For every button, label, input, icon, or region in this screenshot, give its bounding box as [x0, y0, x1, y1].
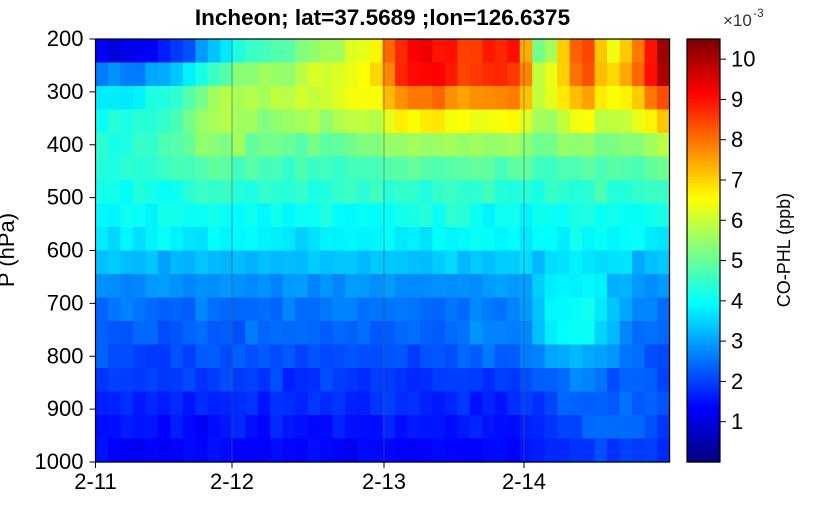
svg-text:1: 1 — [731, 409, 743, 434]
svg-text:2-11: 2-11 — [74, 469, 116, 494]
svg-text:900: 900 — [47, 396, 84, 421]
svg-text:700: 700 — [47, 290, 84, 315]
svg-text:7: 7 — [731, 168, 743, 193]
svg-text:600: 600 — [47, 238, 84, 263]
svg-text:×10: ×10 — [723, 11, 752, 30]
svg-text:Incheon; lat=37.5689 ;lon=126.: Incheon; lat=37.5689 ;lon=126.6375 — [195, 5, 570, 30]
svg-text:8: 8 — [731, 127, 743, 152]
svg-text:4: 4 — [731, 288, 743, 313]
svg-text:2-13: 2-13 — [362, 469, 406, 494]
svg-text:500: 500 — [47, 185, 84, 210]
svg-text:9: 9 — [731, 87, 743, 112]
svg-text:2-14: 2-14 — [502, 469, 546, 494]
svg-text:10: 10 — [731, 47, 755, 72]
svg-text:-3: -3 — [753, 6, 764, 20]
svg-text:800: 800 — [47, 343, 84, 368]
svg-text:2: 2 — [731, 369, 743, 394]
svg-text:6: 6 — [731, 208, 743, 233]
svg-text:400: 400 — [47, 132, 84, 157]
svg-text:CO-PHL (ppb): CO-PHL (ppb) — [774, 193, 794, 307]
svg-text:300: 300 — [47, 79, 84, 104]
svg-text:P (hPa): P (hPa) — [0, 213, 19, 287]
svg-text:200: 200 — [47, 26, 84, 51]
svg-text:2-12: 2-12 — [210, 469, 254, 494]
svg-text:5: 5 — [731, 248, 743, 273]
svg-text:3: 3 — [731, 329, 743, 354]
